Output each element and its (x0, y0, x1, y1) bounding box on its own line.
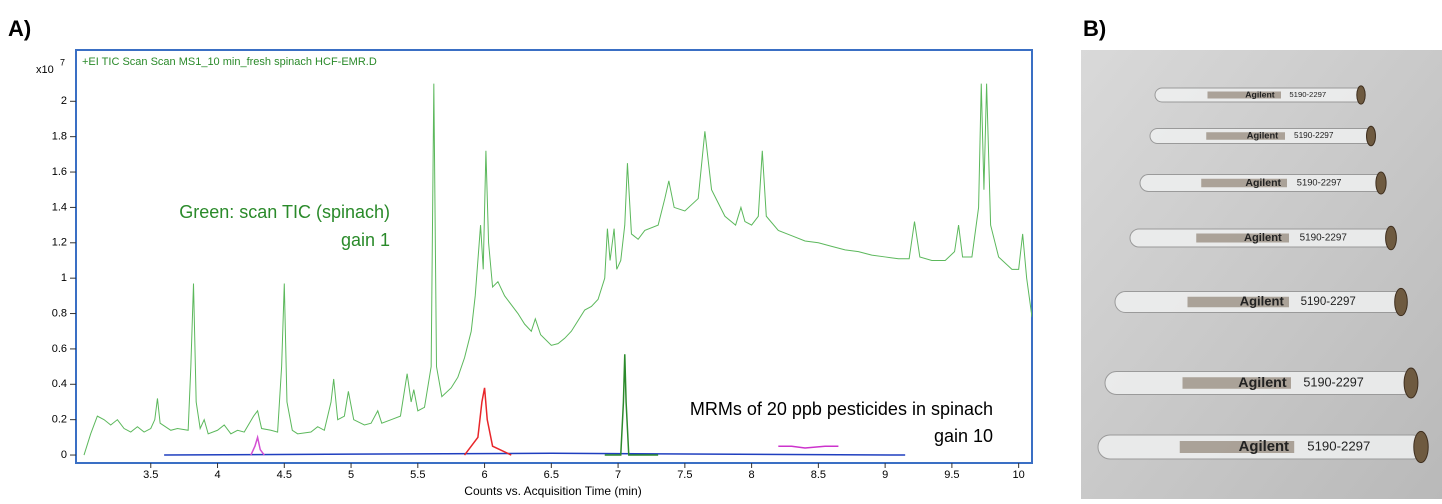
series-line (250, 434, 265, 456)
packing (1187, 296, 1289, 308)
tube-brand: Agilent (1238, 375, 1287, 391)
y-tick-label: 2 (61, 95, 67, 107)
y-tick-label: 1.2 (52, 237, 67, 249)
y-tick-label: 0.8 (52, 307, 67, 319)
x-tick-label: 5.5 (410, 469, 425, 481)
tube-cap (1375, 171, 1387, 195)
series-line (463, 387, 512, 456)
tube-part-number: 5190-2297 (1297, 177, 1342, 187)
annotation: gain 1 (341, 230, 390, 250)
annotation: Green: scan TIC (spinach) (179, 202, 390, 222)
y-tick-label: 0 (61, 449, 67, 461)
x-tick-label: 5 (348, 469, 354, 481)
tubes: Agilent 5190-2297 Agilent 5190-2297 Agilent 5… (1097, 85, 1429, 464)
tube-part-number: 5190-2297 (1307, 438, 1370, 453)
tube-brand: Agilent (1247, 130, 1279, 140)
x-tick-label: 6 (482, 469, 488, 481)
tube-cap (1403, 367, 1419, 399)
packing (1179, 441, 1295, 453)
x-tick-label: 3.5 (143, 469, 158, 481)
annotation: MRMs of 20 ppb pesticides in spinach (690, 399, 993, 419)
x-tick-label: 7 (615, 469, 621, 481)
tube-part-number: 5190-2297 (1289, 90, 1326, 99)
y-tick-label: 0.2 (52, 414, 67, 426)
tube-part-number: 5190-2297 (1301, 296, 1356, 308)
tube-part-number: 5190-2297 (1294, 131, 1334, 140)
plot-area (83, 83, 1032, 456)
tube-cap (1385, 225, 1397, 251)
photo (1081, 50, 1442, 499)
tube-brand: Agilent (1240, 293, 1285, 308)
x-tick-label: 9 (882, 469, 888, 481)
tube-cap (1366, 125, 1376, 147)
tube-cap (1413, 430, 1429, 464)
y-tick-label: 1.4 (52, 201, 67, 213)
x-tick-label: 6.5 (544, 469, 559, 481)
series-line (778, 445, 839, 449)
packing (1207, 91, 1281, 99)
tube-brand: Agilent (1245, 177, 1281, 189)
plot-frame (75, 49, 1033, 464)
tube-cap (1394, 287, 1408, 317)
packing (1206, 132, 1285, 140)
tube-cap (1356, 85, 1366, 105)
packing (1182, 377, 1291, 389)
packing (1196, 233, 1289, 243)
series-line (83, 83, 1032, 456)
y-tick-label: 0.4 (52, 378, 67, 390)
tube-brand: Agilent (1239, 439, 1289, 455)
x-tick-label: 4.5 (277, 469, 292, 481)
series-line (604, 354, 659, 456)
tube-brand: Agilent (1244, 232, 1282, 244)
packing (1201, 178, 1287, 188)
panel-label: B) (1083, 16, 1106, 41)
x-tick-label: 9.5 (944, 469, 959, 481)
y-tick-label: 1.6 (52, 166, 67, 178)
x-axis-label: Counts vs. Acquisition Time (min) (464, 484, 641, 498)
x-tick-label: 7.5 (677, 469, 692, 481)
x-tick-label: 8.5 (811, 469, 826, 481)
series-line (164, 452, 906, 456)
y-scale-exponent: 7 (60, 57, 65, 67)
y-tick-label: 1.8 (52, 131, 67, 143)
x-tick-label: 10 (1013, 469, 1025, 481)
panel-label: A) (8, 16, 31, 41)
y-tick-label: 1 (61, 272, 67, 284)
chart-title: +EI TIC Scan Scan MS1_10 min_fresh spina… (82, 56, 377, 68)
tube-part-number: 5190-2297 (1303, 375, 1363, 389)
tube-brand: Agilent (1245, 89, 1274, 99)
x-tick-label: 4 (214, 469, 220, 481)
x-tick-label: 8 (749, 469, 755, 481)
y-tick-label: 0.6 (52, 343, 67, 355)
y-scale-label: x10 (36, 64, 54, 76)
tube-part-number: 5190-2297 (1300, 233, 1347, 244)
annotation: gain 10 (934, 426, 993, 446)
